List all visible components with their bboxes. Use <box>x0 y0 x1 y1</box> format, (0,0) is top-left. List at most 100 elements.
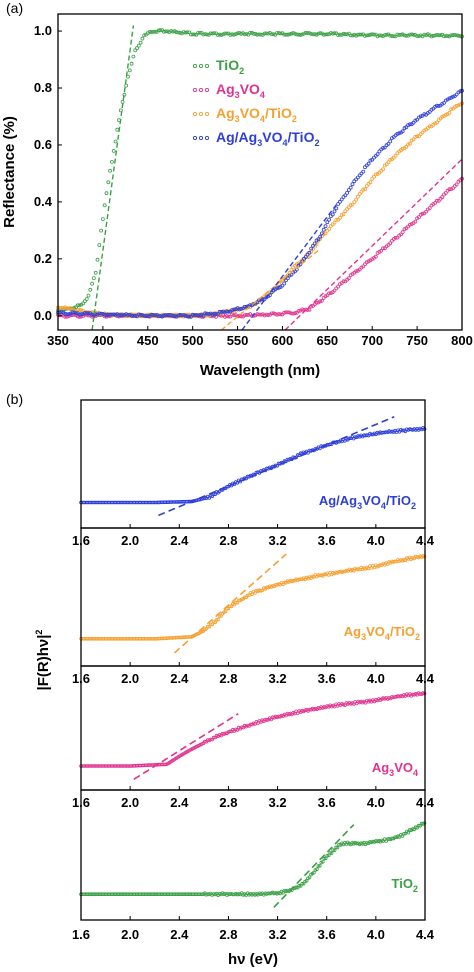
data-point <box>445 34 450 38</box>
data-point <box>452 33 457 37</box>
data-point <box>354 269 359 274</box>
data-point <box>271 311 276 316</box>
data-point <box>201 32 206 37</box>
data-point <box>77 312 82 317</box>
tangent-line-b <box>273 824 355 908</box>
data-point <box>289 267 294 272</box>
data-point <box>203 311 208 316</box>
data-point <box>404 144 409 149</box>
data-point <box>321 232 326 236</box>
tangent-line-b <box>158 416 395 517</box>
data-point <box>347 436 352 441</box>
data-point <box>332 220 337 225</box>
data-point <box>170 29 175 34</box>
subplot-frame <box>80 789 426 921</box>
data-point <box>248 303 253 308</box>
data-point <box>311 32 315 37</box>
x-tick-label-b: 3.6 <box>318 927 336 942</box>
data-point <box>449 107 454 112</box>
data-point <box>355 32 360 37</box>
legend-marker <box>204 135 210 141</box>
y-tick-label-a: 0.2 <box>34 251 52 266</box>
data-point <box>210 622 215 627</box>
x-tick-label-b: 3.6 <box>318 671 336 686</box>
data-point <box>363 187 367 192</box>
data-point <box>178 312 183 317</box>
data-point <box>327 291 332 296</box>
data-point <box>233 32 238 36</box>
x-tick-label-b: 4.0 <box>367 671 385 686</box>
data-point <box>153 29 157 34</box>
data-point <box>436 104 441 108</box>
data-point <box>102 312 107 317</box>
data-point <box>449 33 454 38</box>
data-point <box>211 620 216 624</box>
data-point <box>74 311 78 316</box>
data-point <box>104 311 109 316</box>
data-point <box>111 148 116 153</box>
data-point <box>447 96 452 101</box>
data-point <box>388 157 393 162</box>
data-point <box>407 222 412 227</box>
data-point <box>406 830 411 835</box>
data-point <box>350 182 355 187</box>
data-point <box>420 211 425 216</box>
data-point <box>298 262 303 267</box>
data-point <box>197 313 202 318</box>
data-point <box>307 31 312 35</box>
data-point <box>206 312 211 316</box>
data-point <box>294 455 299 460</box>
data-point <box>393 559 397 564</box>
data-point <box>413 134 418 139</box>
data-point <box>97 311 102 316</box>
data-point <box>165 29 170 34</box>
data-point <box>454 182 459 187</box>
data-point <box>395 32 400 37</box>
data-point <box>451 33 455 38</box>
data-point <box>357 32 362 37</box>
tangent-line-a <box>241 204 337 331</box>
x-tick-label-b: 2.4 <box>170 671 189 686</box>
data-point <box>183 313 188 318</box>
x-tick-label-b: 2.0 <box>121 795 139 810</box>
data-point <box>291 31 296 35</box>
data-point <box>427 206 432 211</box>
data-point <box>406 142 411 147</box>
data-point <box>302 31 306 36</box>
data-point <box>456 33 461 38</box>
data-point <box>187 314 192 319</box>
data-point <box>144 314 148 319</box>
tangent-line-a <box>91 25 135 331</box>
data-point <box>409 32 414 37</box>
data-point <box>147 29 152 34</box>
data-point <box>192 313 197 317</box>
data-point <box>375 152 380 157</box>
data-point <box>386 160 391 165</box>
x-tick-label-b: 2.8 <box>219 671 237 686</box>
data-point <box>395 131 400 136</box>
data-point <box>200 892 204 896</box>
data-point <box>226 309 231 314</box>
data-point <box>316 31 321 36</box>
x-tick-label-a: 800 <box>451 333 473 348</box>
x-tick-label-b: 3.2 <box>269 533 287 548</box>
y-tick-label-a: 0.6 <box>34 137 52 152</box>
data-point <box>86 293 91 298</box>
data-point <box>81 301 85 306</box>
data-point <box>400 129 405 134</box>
data-point <box>210 31 215 36</box>
series-a-1 <box>56 176 464 319</box>
data-point <box>438 33 443 37</box>
data-point <box>316 237 321 242</box>
data-point <box>390 34 394 38</box>
data-point <box>390 238 394 243</box>
data-point <box>415 34 420 38</box>
data-point <box>199 312 204 317</box>
data-point <box>99 228 103 233</box>
data-point <box>348 203 353 208</box>
data-point <box>163 29 168 34</box>
data-point <box>369 432 374 437</box>
data-point <box>416 215 421 220</box>
data-point <box>433 33 438 38</box>
data-point <box>334 206 339 211</box>
